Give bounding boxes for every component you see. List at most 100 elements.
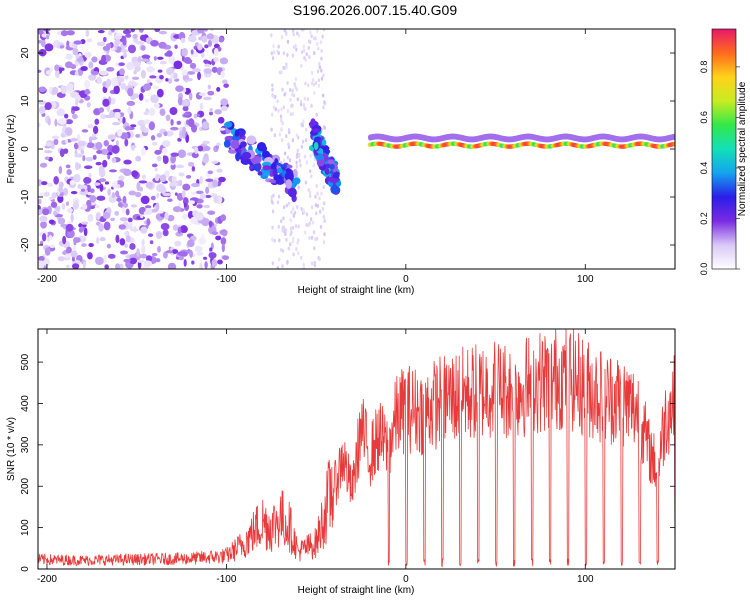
noise-blob [201,121,210,130]
noise-blob [203,204,210,209]
noise-blob [115,139,119,147]
noise-blob [193,113,198,119]
noise-column [302,44,306,49]
noise-blob [150,94,159,104]
noise-blob [84,90,91,95]
noise-blob [98,178,107,183]
noise-blob [131,170,139,178]
noise-blob [108,30,113,36]
noise-blob [164,170,170,178]
noise-blob [196,204,203,209]
noise-blob [60,85,67,94]
noise-blob [165,114,171,122]
noise-blob [189,62,197,69]
noise-blob [210,242,214,250]
noise-blob [124,243,128,249]
noise-column [304,81,307,86]
noise-blob [114,39,120,47]
noise-blob [204,29,208,32]
noise-blob [60,30,68,37]
noise-blob [130,29,135,33]
noise-column [307,188,311,193]
noise-column [318,196,321,201]
noise-column [308,236,311,241]
noise-blob [41,233,47,242]
noise-blob [88,242,94,248]
noise-blob [141,54,151,59]
noise-blob [140,253,148,259]
noise-column [273,238,276,243]
noise-blob [119,217,129,222]
noise-blob [160,186,167,195]
noise-blob [118,175,125,181]
noise-blob [144,98,150,103]
noise-blob [140,58,150,62]
noise-column [280,127,283,132]
noise-blob [145,255,153,262]
noise-column [281,228,284,233]
noise-column [312,163,315,168]
noise-blob [53,210,58,216]
noise-blob [178,172,185,177]
noise-column [281,264,284,269]
x-tick-label: -100 [216,574,236,585]
noise-blob [148,107,156,117]
noise-blob [84,165,93,170]
noise-blob [157,69,163,73]
noise-column [319,40,323,45]
noise-blob [58,165,63,175]
noise-blob [122,38,127,46]
noise-blob [110,29,115,33]
noise-blob [112,108,121,113]
noise-blob [80,188,86,192]
noise-blob [178,179,183,187]
noise-blob [95,161,102,166]
noise-column [311,220,315,225]
noise-blob [203,96,212,101]
colorbar-tick-label: 0.2 [699,212,709,225]
trace-blob [292,177,301,185]
noise-blob [117,129,123,137]
noise-blob [118,224,127,230]
noise-column [302,48,306,53]
noise-column [285,134,288,139]
noise-column [292,214,296,219]
noise-blob [95,212,101,220]
noise-column [279,114,283,119]
x-tick-label: 0 [403,274,409,285]
x-tick-label: -200 [37,274,57,285]
noise-blob [56,108,65,117]
noise-blob [220,214,227,222]
noise-column [293,210,297,215]
noise-blob [73,237,77,246]
noise-blob [157,210,164,214]
noise-blob [154,102,160,110]
noise-column [320,191,323,196]
noise-column [286,52,289,57]
x-tick-label: 100 [577,274,594,285]
noise-blob [46,231,54,238]
noise-column [283,66,286,71]
noise-blob [51,192,57,199]
noise-column [271,87,274,92]
noise-blob [213,195,219,204]
noise-blob [222,255,230,261]
noise-blob [127,87,134,97]
noise-blob [71,263,80,269]
trace-blob [257,164,262,169]
noise-blob [99,237,106,242]
noise-column [304,127,308,132]
noise-blob [126,100,136,106]
noise-blob [158,30,167,35]
trace-blob [313,142,319,151]
noise-blob [173,72,178,79]
noise-blob [99,168,106,178]
noise-blob [41,181,48,186]
noise-blob [190,191,197,196]
noise-blob [96,195,106,201]
noise-blob [125,208,130,216]
noise-blob [44,43,54,52]
noise-blob [137,259,145,263]
y-tick-label: 400 [20,395,31,412]
noise-column [283,151,287,156]
